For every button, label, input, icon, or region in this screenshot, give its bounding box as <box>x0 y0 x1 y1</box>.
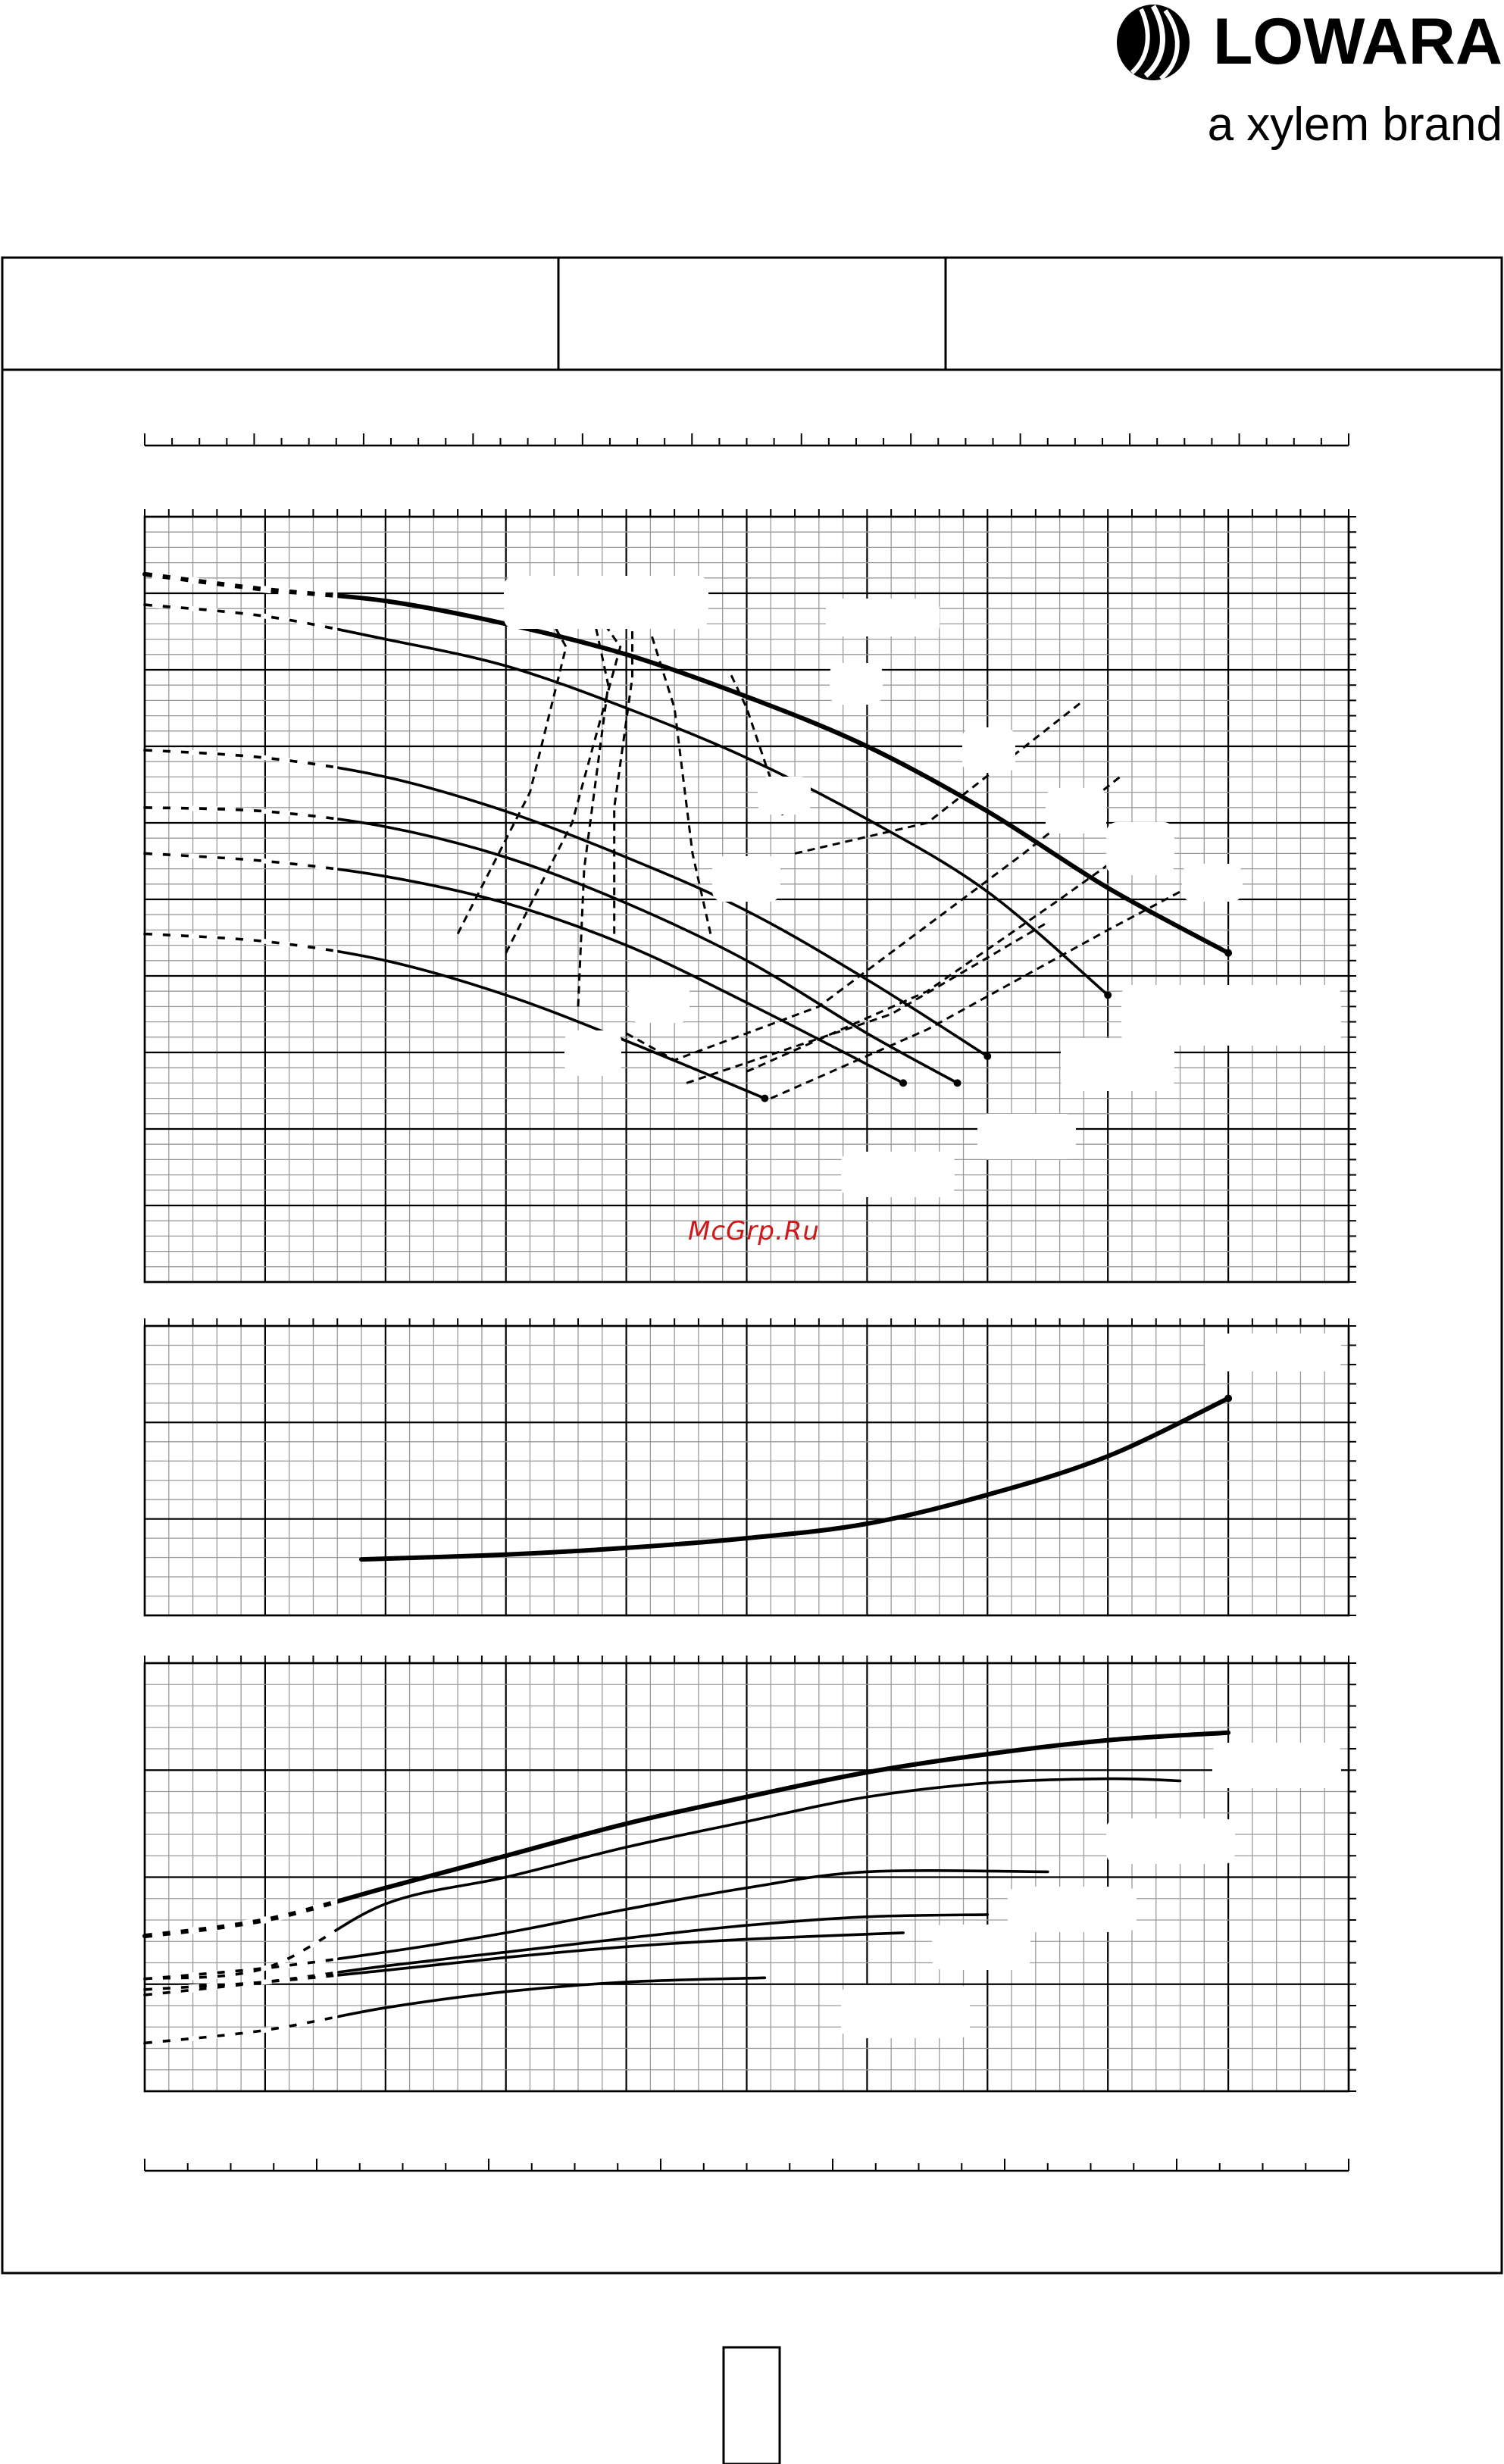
label-patch <box>841 1985 970 2038</box>
isoline-9 <box>770 890 1181 1099</box>
head-series-2-end-point <box>1104 991 1112 999</box>
isoline-1 <box>456 593 568 935</box>
label-patch <box>1061 1038 1174 1091</box>
bottom-scale <box>144 2159 1349 2172</box>
label-patch <box>1106 822 1174 875</box>
head-series-3 <box>143 749 990 1058</box>
head-frame <box>143 515 1350 1284</box>
head-series-1 <box>142 571 1231 955</box>
head-series-4-end-point <box>953 1079 961 1087</box>
sheet-frame <box>1 256 1503 2275</box>
isoline-10 <box>794 699 1085 855</box>
power-series-6-dash-mask <box>144 2014 338 2046</box>
head-series-6-end-point <box>761 1094 769 1102</box>
label-patch <box>962 727 1015 773</box>
power-series-2-dash-mask <box>144 1926 338 1981</box>
isoline-4 <box>613 616 633 934</box>
top-scale <box>144 433 1349 447</box>
head-series-1-end-point <box>1224 949 1233 957</box>
isoline-11 <box>686 921 1049 1084</box>
label-patch <box>1106 1818 1235 1864</box>
head-grid <box>143 509 1356 1284</box>
power-chart <box>142 1656 1356 2093</box>
label-patch <box>841 1152 955 1197</box>
label-patch <box>932 1925 1030 1970</box>
label-patches <box>504 576 1341 2038</box>
head-series-4-dash-mask <box>144 805 338 822</box>
head-series-3-dash-mask <box>144 747 338 771</box>
label-patch <box>1008 1887 1137 1932</box>
npsh-grid <box>143 1318 1356 1617</box>
label-patch <box>1205 1334 1341 1371</box>
brand-name: LOWARA <box>1213 5 1502 78</box>
power-series-6 <box>143 1976 767 2045</box>
head-series-5-dash-mask <box>144 851 338 872</box>
npsh-chart <box>143 1318 1356 1617</box>
isoline-6 <box>649 631 712 934</box>
head-series-3-end-point <box>983 1052 992 1061</box>
label-patch <box>504 576 708 629</box>
brand-logo: LOWARA a xylem brand <box>1117 5 1502 151</box>
npsh-series-1 <box>359 1396 1231 1562</box>
label-patch <box>977 1114 1076 1159</box>
isoline-3 <box>577 600 610 1007</box>
label-patch <box>1046 788 1106 833</box>
label-patch <box>1121 985 1341 1046</box>
label-patch <box>564 1030 621 1076</box>
label-patch <box>826 599 940 636</box>
label-patch <box>712 856 780 902</box>
power-grid <box>143 1656 1356 2093</box>
head-chart <box>142 509 1356 1284</box>
label-patch <box>1182 864 1243 902</box>
watermark: McGrp.Ru <box>688 1216 820 1246</box>
page-number-box <box>722 2346 781 2464</box>
npsh-frame <box>143 1324 1350 1617</box>
power-series-1 <box>142 1730 1231 1939</box>
head-series-5-end-point <box>899 1079 908 1087</box>
head-series-6 <box>143 932 767 1100</box>
label-patch <box>1212 1743 1341 1788</box>
power-series-3-dash-mask <box>144 1956 338 1981</box>
brand-tagline: a xylem brand <box>1208 98 1502 151</box>
power-frame <box>143 1662 1350 2093</box>
npsh-series-1-end-point <box>1224 1394 1233 1402</box>
label-patch <box>629 977 689 1023</box>
drop-icon <box>1117 5 1190 81</box>
label-patch <box>758 777 811 815</box>
head-series-2 <box>143 603 1109 997</box>
power-series-5-dash-mask <box>144 1972 338 1993</box>
label-patch <box>830 663 883 705</box>
